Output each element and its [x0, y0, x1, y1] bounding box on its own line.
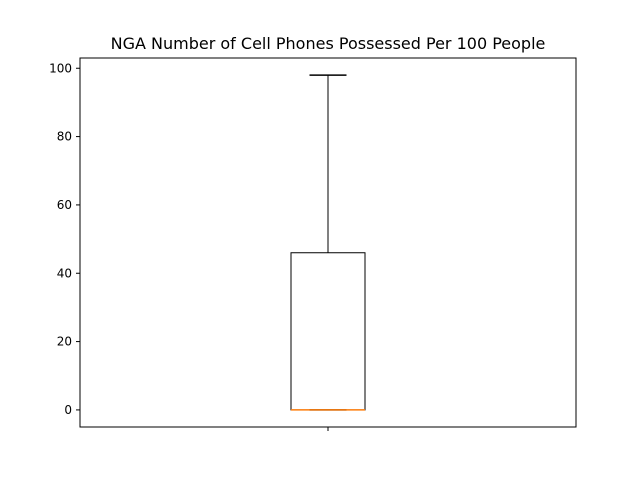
plot-area	[79, 57, 577, 428]
y-tick-label: 20	[57, 335, 72, 349]
y-axis: 0 20 40 60 80 100	[49, 61, 80, 417]
box-iqr	[290, 252, 366, 411]
y-tick-label: 60	[57, 198, 72, 212]
y-tick-label: 100	[49, 61, 72, 75]
y-tick-label: 40	[57, 266, 72, 280]
y-tick-label: 80	[57, 130, 72, 144]
y-tick-label: 0	[64, 403, 72, 417]
chart-title: NGA Number of Cell Phones Possessed Per …	[111, 34, 546, 53]
